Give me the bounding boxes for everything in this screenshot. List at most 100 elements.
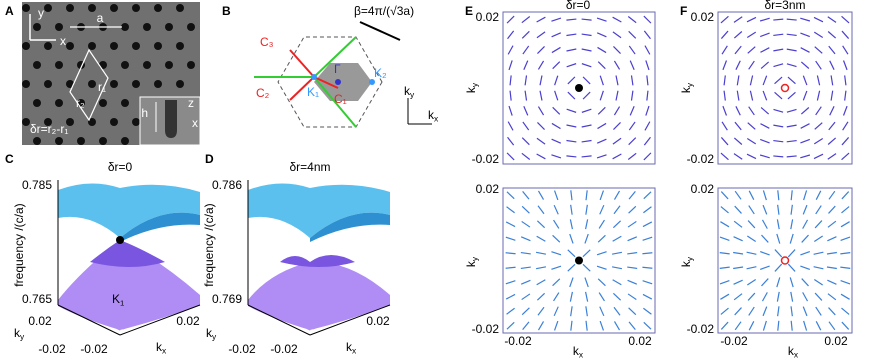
- field-segment: [814, 46, 823, 54]
- field-segment: [508, 60, 513, 71]
- field-segment: [789, 277, 794, 288]
- field-segment: [790, 306, 793, 317]
- label: 0.02: [476, 182, 500, 196]
- field-segment: [628, 30, 637, 39]
- field-segment: [813, 31, 824, 38]
- field-segment: [776, 233, 781, 244]
- field-segment: [760, 123, 770, 129]
- field-segment: [521, 205, 530, 214]
- field-segment: [551, 46, 561, 54]
- field-segment: [508, 105, 513, 116]
- field-segment: [612, 220, 622, 229]
- label: -0.02: [228, 342, 256, 356]
- field-segment: [522, 190, 530, 200]
- field-segment: [599, 90, 604, 101]
- label: δr=3nm: [764, 0, 805, 12]
- label-sub: y: [685, 82, 695, 87]
- field-segment: [827, 16, 837, 23]
- field-segment: [570, 320, 573, 331]
- hole: [44, 4, 52, 12]
- hole: [99, 137, 107, 145]
- field-segment: [553, 204, 559, 215]
- field-segment: [720, 221, 730, 228]
- field-segment: [643, 152, 652, 161]
- label-base: k: [14, 326, 21, 340]
- label-base: k: [156, 340, 163, 354]
- field-segment: [720, 137, 729, 146]
- field-segment: [596, 32, 607, 38]
- field-segment: [612, 292, 622, 301]
- label: r₂: [76, 96, 85, 110]
- field-segment: [642, 252, 653, 255]
- label: ky: [206, 326, 217, 342]
- field-segment: [521, 307, 530, 316]
- label: β=4π/(√3a): [354, 4, 414, 18]
- label: kx: [573, 344, 584, 360]
- field-segment: [815, 190, 822, 200]
- field-segment: [813, 235, 824, 242]
- field-segment: [747, 46, 756, 54]
- field-segment: [582, 91, 591, 100]
- field-segment: [841, 152, 850, 161]
- field-segment: [646, 90, 649, 101]
- hole: [22, 4, 30, 12]
- field-segment: [536, 292, 546, 301]
- field-segment: [802, 90, 808, 101]
- red-vector: [289, 49, 315, 78]
- field-segment: [581, 48, 592, 52]
- field-segment: [520, 236, 531, 242]
- field-segment: [507, 136, 515, 146]
- field-segment: [746, 235, 757, 242]
- field-segment: [815, 60, 822, 70]
- field-segment: [841, 137, 850, 146]
- field-segment: [643, 206, 652, 214]
- label: kx: [428, 108, 439, 124]
- field-segment: [521, 152, 531, 160]
- field-segment: [505, 252, 516, 255]
- field-segment: [760, 32, 770, 38]
- field-segment: [733, 220, 743, 228]
- field-segment: [523, 105, 529, 116]
- field-segment: [790, 291, 794, 302]
- label-sub: y: [685, 256, 695, 261]
- field-segment: [800, 250, 811, 256]
- field-segment: [733, 251, 744, 255]
- field-segment: [569, 291, 574, 302]
- field-segment: [748, 205, 755, 215]
- field-segment: [642, 266, 653, 269]
- field-segment: [803, 320, 808, 331]
- field-segment: [628, 307, 637, 316]
- field-segment: [596, 265, 607, 270]
- field-segment: [582, 263, 591, 272]
- hole: [22, 80, 30, 88]
- field-segment: [596, 17, 607, 22]
- label: K₁: [307, 85, 319, 99]
- field-segment: [733, 137, 743, 145]
- axis: [119, 304, 201, 336]
- field-segment: [773, 108, 784, 113]
- field-segment: [733, 236, 743, 242]
- field-segment: [787, 76, 796, 85]
- red-vector: [313, 76, 339, 89]
- field-segment: [552, 106, 561, 115]
- field-segment: [582, 76, 591, 85]
- hole: [88, 118, 96, 126]
- field-segment: [842, 60, 848, 71]
- field-segment: [736, 75, 740, 86]
- field-segment: [581, 155, 592, 158]
- field-segment: [612, 137, 622, 145]
- hole: [22, 118, 30, 126]
- field-segment: [830, 75, 834, 86]
- field-segment: [596, 138, 607, 144]
- label: 0.02: [476, 10, 500, 24]
- field-segment: [774, 76, 783, 85]
- label-sub: x: [579, 350, 584, 360]
- label: x: [60, 34, 66, 48]
- upper-band: [248, 183, 390, 238]
- field-segment: [630, 90, 634, 101]
- field-segment: [629, 105, 635, 116]
- field-segment: [786, 124, 797, 128]
- hole: [55, 61, 63, 69]
- field-segment: [612, 153, 622, 160]
- field-segment: [747, 220, 756, 229]
